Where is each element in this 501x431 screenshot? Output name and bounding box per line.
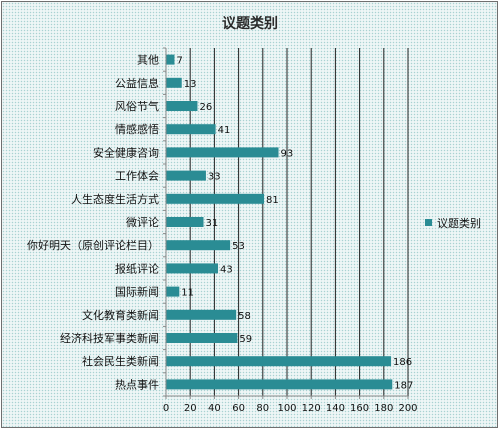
- bar: [166, 124, 216, 135]
- category-label: 情感感悟: [115, 122, 159, 136]
- data-label: 53: [232, 241, 245, 252]
- category-label: 社会民生类新闻: [82, 354, 159, 368]
- category-label: 热点事件: [115, 378, 159, 391]
- data-label: 26: [199, 102, 212, 113]
- bar: [166, 333, 238, 343]
- data-label: 43: [220, 264, 233, 275]
- bar: [166, 286, 180, 297]
- category-label: 你好明天（原创评论栏目）: [27, 238, 159, 252]
- data-label: 187: [394, 380, 413, 391]
- x-tick-label: 0: [163, 403, 169, 414]
- data-label: 13: [184, 79, 197, 90]
- category-labels: 其他公益信息风俗节气情感感悟安全健康咨询工作体会人生态度生活方式微评论你好明天（…: [27, 54, 159, 392]
- data-label: 33: [208, 172, 221, 183]
- category-label: 工作体会: [115, 169, 159, 183]
- x-tick-label: 80: [256, 403, 269, 414]
- category-label: 公益信息: [115, 76, 159, 90]
- category-label: 报纸评论: [115, 261, 159, 275]
- x-tick-label: 100: [277, 403, 296, 414]
- bar: [166, 77, 182, 88]
- data-label: 41: [218, 125, 231, 136]
- data-label: 186: [393, 357, 412, 368]
- bar: [166, 54, 175, 65]
- category-label: 其他: [137, 54, 159, 67]
- x-tick-label: 180: [374, 403, 393, 414]
- x-tick-label: 200: [398, 403, 417, 414]
- bar: [166, 240, 231, 251]
- category-label: 人生态度生活方式: [71, 192, 159, 206]
- bar: [166, 309, 237, 320]
- data-label: 11: [181, 288, 194, 299]
- x-tick-label: 140: [326, 403, 345, 414]
- legend-swatch: [425, 219, 432, 226]
- chart-title: 议题类别: [222, 15, 278, 32]
- data-label: 81: [266, 195, 279, 206]
- x-tick-label: 160: [350, 403, 369, 414]
- x-axis: 0 20 40 60 80 100 120 140 160 180 200: [163, 47, 418, 414]
- data-label: 58: [238, 311, 251, 322]
- x-tick-label: 60: [232, 403, 245, 414]
- category-label: 安全健康咨询: [93, 145, 159, 159]
- category-label: 风俗节气: [115, 99, 159, 113]
- category-label: 经济科技军事类新闻: [60, 331, 159, 345]
- category-label: 国际新闻: [115, 285, 159, 299]
- legend: 议题类别: [425, 216, 481, 230]
- bar: [166, 147, 279, 158]
- grid-lines: [189, 48, 409, 396]
- x-tick-label: 20: [184, 403, 197, 414]
- bar: [166, 379, 393, 390]
- data-label: 31: [206, 218, 219, 229]
- bar: [166, 101, 198, 111]
- data-label: 7: [176, 56, 182, 67]
- x-tick-label: 40: [208, 403, 221, 414]
- legend-label: 议题类别: [437, 216, 481, 230]
- bar: [166, 193, 265, 204]
- x-tick-label: 120: [302, 403, 321, 414]
- bars: 7 13 26 41 93 33 81 31 53 43 11 58 59 186 187: [166, 54, 413, 391]
- data-label: 59: [239, 334, 252, 345]
- bar: [166, 217, 204, 227]
- bar: [166, 170, 206, 181]
- bar: [166, 356, 392, 367]
- category-label: 文化教育类新闻: [82, 308, 159, 322]
- category-label: 微评论: [126, 215, 159, 229]
- data-label: 93: [281, 148, 294, 159]
- bar: [166, 263, 219, 274]
